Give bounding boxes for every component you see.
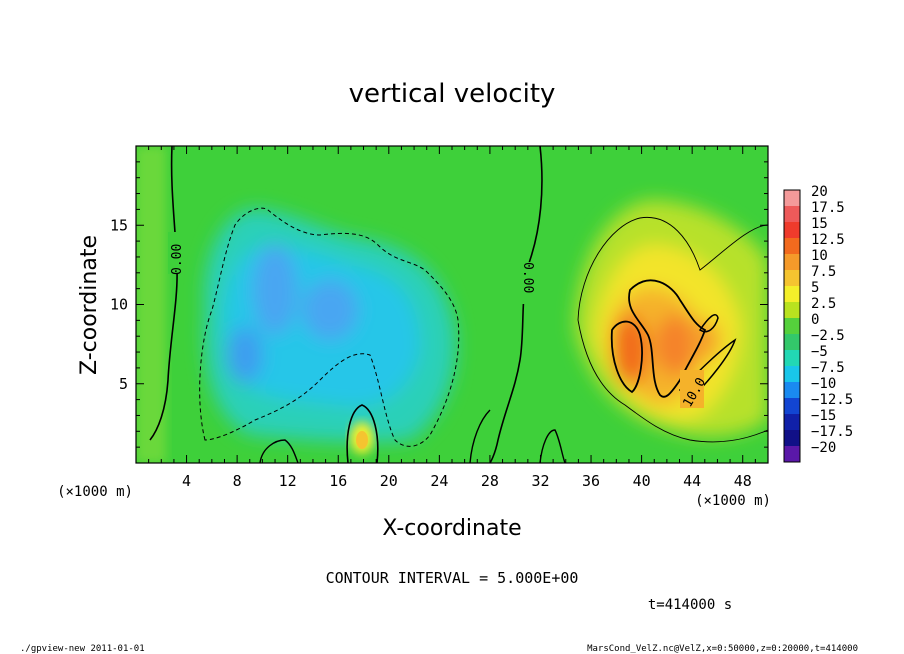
chart-title: vertical velocity xyxy=(349,79,556,109)
colorbar-swatch xyxy=(784,238,800,255)
contour-label-bg-3 xyxy=(680,370,704,408)
colorbar-label: −17.5 xyxy=(811,424,853,440)
contour-zero-bottom-b xyxy=(539,429,566,463)
y-tick-label: 15 xyxy=(110,216,128,234)
colorbar-label: 7.5 xyxy=(811,264,836,280)
colorbar-frame xyxy=(783,189,801,463)
y-axis-ticks: 5 10 15 xyxy=(110,161,768,448)
contour-zero-mid xyxy=(489,146,543,463)
colorbar-label: 0 xyxy=(811,312,819,328)
colorbar-label: 15 xyxy=(811,216,828,232)
y-axis-label: Z-coordinate xyxy=(77,235,102,375)
x-tick-label: 40 xyxy=(633,472,651,490)
colorbar-label: −20 xyxy=(811,440,836,456)
colorbar-swatch xyxy=(784,190,800,207)
contour-pos10-c xyxy=(698,314,719,333)
contour-zero-bottom-a xyxy=(259,439,299,463)
colorbar-swatch xyxy=(784,398,800,415)
contour-label-group: 0.00 0.00 10.0 xyxy=(168,232,709,410)
x-tick-label: 44 xyxy=(683,472,701,490)
colorbar-label: 17.5 xyxy=(811,200,845,216)
contour-pos5-thin-b xyxy=(577,319,768,443)
contour-label-bg-2 xyxy=(520,262,536,304)
colorbar-swatch xyxy=(784,350,800,367)
colorbar-label: 12.5 xyxy=(811,232,845,248)
colorbar-swatch xyxy=(784,206,800,223)
colorbar-swatch xyxy=(784,414,800,431)
small-updraft-core xyxy=(356,431,368,449)
contour-interval-text: CONTOUR INTERVAL = 5.000E+00 xyxy=(326,569,579,587)
colorbar-label: 2.5 xyxy=(811,296,836,312)
colorbar-label: −2.5 xyxy=(811,328,845,344)
y-tick-label: 5 xyxy=(119,375,128,393)
x-tick-label: 48 xyxy=(734,472,752,490)
x-tick-label: 16 xyxy=(329,472,347,490)
colorbar-label: 5 xyxy=(811,280,819,296)
colorbar-swatch xyxy=(784,222,800,239)
colorbar-label: −12.5 xyxy=(811,392,853,408)
contour-lines xyxy=(149,146,768,463)
colorbar: 2017.51512.5107.552.50−2.5−5−7.5−10−12.5… xyxy=(783,184,853,463)
colorbar-swatch xyxy=(784,382,800,399)
x-tick-label: 24 xyxy=(430,472,448,490)
heatmap-field: 0.00 0.00 10.0 xyxy=(136,146,768,463)
x-tick-label: 28 xyxy=(481,472,499,490)
footer-right: MarsCond_VelZ.nc@VelZ,x=0:50000,z=0:2000… xyxy=(587,644,858,654)
x-unit-label: (×1000 m) xyxy=(695,493,771,509)
x-tick-label: 12 xyxy=(279,472,297,490)
colorbar-label: 10 xyxy=(811,248,828,264)
x-axis-label: X-coordinate xyxy=(382,516,521,541)
contour-label-zero-mid: 0.00 xyxy=(520,262,535,293)
x-tick-label: 36 xyxy=(582,472,600,490)
colorbar-swatch xyxy=(784,270,800,287)
x-tick-label: 8 xyxy=(233,472,242,490)
downdraft-region xyxy=(204,208,456,443)
contour-pos5-thin xyxy=(577,216,768,321)
x-tick-label: 32 xyxy=(531,472,549,490)
colorbar-swatch xyxy=(784,254,800,271)
colorbar-label: −5 xyxy=(811,344,828,360)
colorbar-swatch xyxy=(784,318,800,335)
contour-label-bg-1 xyxy=(168,232,184,274)
contour-small-updraft xyxy=(346,404,379,463)
contour-label-zero-left: 0.00 xyxy=(170,244,185,275)
x-tick-label: 4 xyxy=(182,472,191,490)
colorbar-label: −7.5 xyxy=(811,360,845,376)
contour-zero-left xyxy=(149,146,178,441)
contour-zero-bottom-c xyxy=(469,409,491,463)
colorbar-label: −10 xyxy=(811,376,836,392)
colorbar-swatch xyxy=(784,430,800,447)
colorbar-swatch xyxy=(784,446,800,463)
footer-left: ./gpview-new 2011-01-01 xyxy=(20,644,145,654)
colorbar-swatch xyxy=(784,334,800,351)
colorbar-swatch xyxy=(784,286,800,303)
x-tick-label: 20 xyxy=(380,472,398,490)
x-axis-ticks: 4 8 12 16 20 24 28 32 36 40 44 48 xyxy=(148,146,756,490)
contour-pos10-b xyxy=(610,320,643,394)
contour-neg5-dashed xyxy=(199,207,460,447)
colorbar-swatch xyxy=(784,302,800,319)
y-unit-label: (×1000 m) xyxy=(57,484,133,500)
colorbar-swatch xyxy=(784,366,800,383)
y-tick-label: 10 xyxy=(110,296,128,314)
colorbar-label: −15 xyxy=(811,408,836,424)
colorbar-label: 20 xyxy=(811,184,828,200)
time-text: t=414000 s xyxy=(648,597,732,613)
